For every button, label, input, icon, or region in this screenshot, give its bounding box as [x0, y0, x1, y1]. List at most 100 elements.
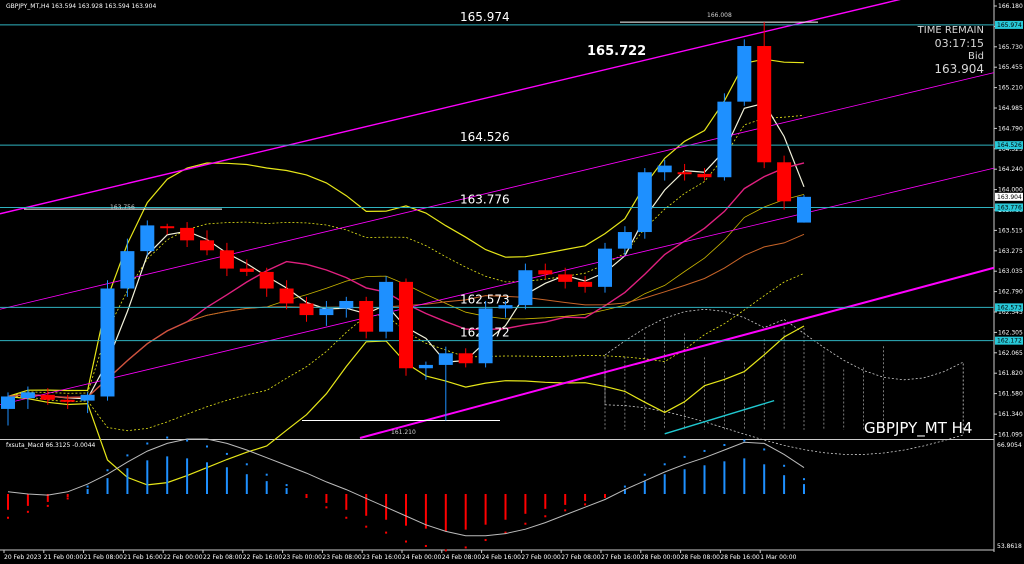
macd-tick-label: 53.8618 [997, 543, 1022, 550]
candle-body [737, 46, 752, 102]
axis-price-tag [995, 203, 1023, 212]
bear-candle [219, 242, 234, 277]
bottom-line-label: 161.210 [391, 429, 416, 436]
candle-body [20, 392, 35, 399]
bull-candle [100, 280, 115, 401]
bear-candle [239, 259, 254, 277]
bull-candle [120, 238, 135, 297]
macd-histogram-dot [544, 515, 547, 518]
macd-histogram-dot [186, 439, 189, 442]
bear-candle [578, 276, 593, 293]
price-tick-label: 161.340 [998, 411, 1023, 418]
macd-histogram-dot [524, 522, 527, 525]
time-tick-label: 22 Feb 08:00 [203, 554, 243, 561]
price-level-label: 165.974 [460, 10, 510, 24]
macd-histogram-dot [584, 503, 587, 506]
macd-label: fxsuta_Macd 66.3125 -0.0044 [6, 442, 96, 449]
candle-body [140, 225, 155, 252]
price-level-label: 163.776 [460, 192, 510, 206]
bear-candle [399, 278, 413, 376]
bollinger-inner-upper [7, 114, 805, 397]
candle-body [200, 240, 214, 251]
macd-histogram-dot [385, 531, 388, 534]
candle-body [418, 364, 433, 369]
macd-histogram-dot [564, 509, 567, 512]
price-tick-label: 164.000 [998, 187, 1023, 194]
macd-histogram-dot [405, 540, 407, 543]
candle-body [319, 308, 334, 316]
macd-histogram-dot [464, 546, 467, 549]
bull-candle [319, 300, 334, 326]
candle-body [757, 46, 772, 163]
ichimoku-cloud [604, 308, 964, 455]
time-tick-label: 23 Feb 08:00 [322, 554, 362, 561]
time-remain-label: TIME REMAIN [917, 25, 984, 36]
macd-histogram-dot [623, 485, 626, 488]
candle-body [339, 300, 354, 309]
time-tick-label: 24 Feb 00:00 [402, 554, 442, 561]
macd-histogram-dot [46, 504, 49, 507]
price-tick-label: 164.240 [998, 166, 1023, 173]
axis-price-tag [995, 141, 1023, 150]
candle-body [100, 288, 115, 397]
time-tick-label: 24 Feb 08:00 [442, 554, 482, 561]
price-level-label: 164.526 [460, 130, 510, 144]
axis-price-tag-label: 163.904 [997, 194, 1022, 201]
bull-candle [418, 361, 433, 380]
macd-histogram-dot [703, 449, 706, 452]
bear-candle [538, 263, 553, 279]
axis-price-tag-label: 163.776 [997, 204, 1022, 211]
bid-label: Bid [968, 51, 984, 62]
bull-candle [637, 168, 652, 239]
time-tick-label: 22 Feb 00:00 [163, 554, 203, 561]
macd-histogram-dot [444, 549, 447, 552]
macd-histogram-dot [345, 516, 348, 519]
bull-candle [339, 296, 354, 318]
bear-candle [259, 267, 274, 297]
macd-histogram-dot [146, 442, 149, 445]
bear-candle [757, 22, 772, 169]
time-tick-label: 23 Feb 00:00 [283, 554, 323, 561]
candle-body [717, 101, 732, 178]
macd-histogram-dot [743, 439, 746, 442]
high-marker-label: 165.722 [587, 44, 646, 59]
macd-histogram-dot [305, 495, 308, 498]
price-tick-label: 161.095 [998, 431, 1023, 438]
candle-body [279, 288, 294, 304]
time-tick-label: 28 Feb 00:00 [641, 554, 681, 561]
bear-candle [40, 388, 55, 405]
cyan-indicator-line [664, 399, 775, 435]
candle-body [637, 172, 652, 233]
bull-candle [617, 226, 632, 256]
bull-candle [498, 300, 513, 318]
macd-histogram-dot [7, 516, 9, 519]
support-trend-line [359, 266, 995, 439]
time-tick-label: 27 Feb 16:00 [601, 554, 641, 561]
macd-histogram-dot [763, 448, 766, 451]
macd-histogram-dot [723, 443, 726, 446]
time-tick-label: 21 Feb 00:00 [44, 554, 84, 561]
macd-histogram-dot [683, 455, 686, 458]
candle-body [219, 250, 234, 269]
time-tick-label: 1 Mar 00:00 [760, 554, 796, 561]
bear-candle [200, 230, 214, 256]
bear-candle [60, 394, 75, 409]
bear-candle [359, 296, 374, 339]
candle-body [657, 165, 672, 173]
time-tick-label: 24 Feb 16:00 [482, 554, 522, 561]
candle-body [299, 303, 314, 316]
bull-candle [717, 93, 732, 181]
time-tick-label: 28 Feb 08:00 [681, 554, 721, 561]
candle-body [518, 270, 533, 306]
price-tick-label: 164.790 [998, 125, 1023, 132]
macd-histogram-dot [86, 485, 89, 488]
candle-body [677, 172, 692, 175]
macd-histogram-dot [325, 506, 328, 509]
price-tick-label: 163.035 [998, 268, 1023, 275]
candle-body [80, 394, 95, 401]
bull-candle [518, 263, 533, 310]
price-tick-label: 163.275 [998, 248, 1023, 255]
price-tick-label: 161.580 [998, 391, 1023, 398]
axis-price-tag [995, 20, 1023, 29]
